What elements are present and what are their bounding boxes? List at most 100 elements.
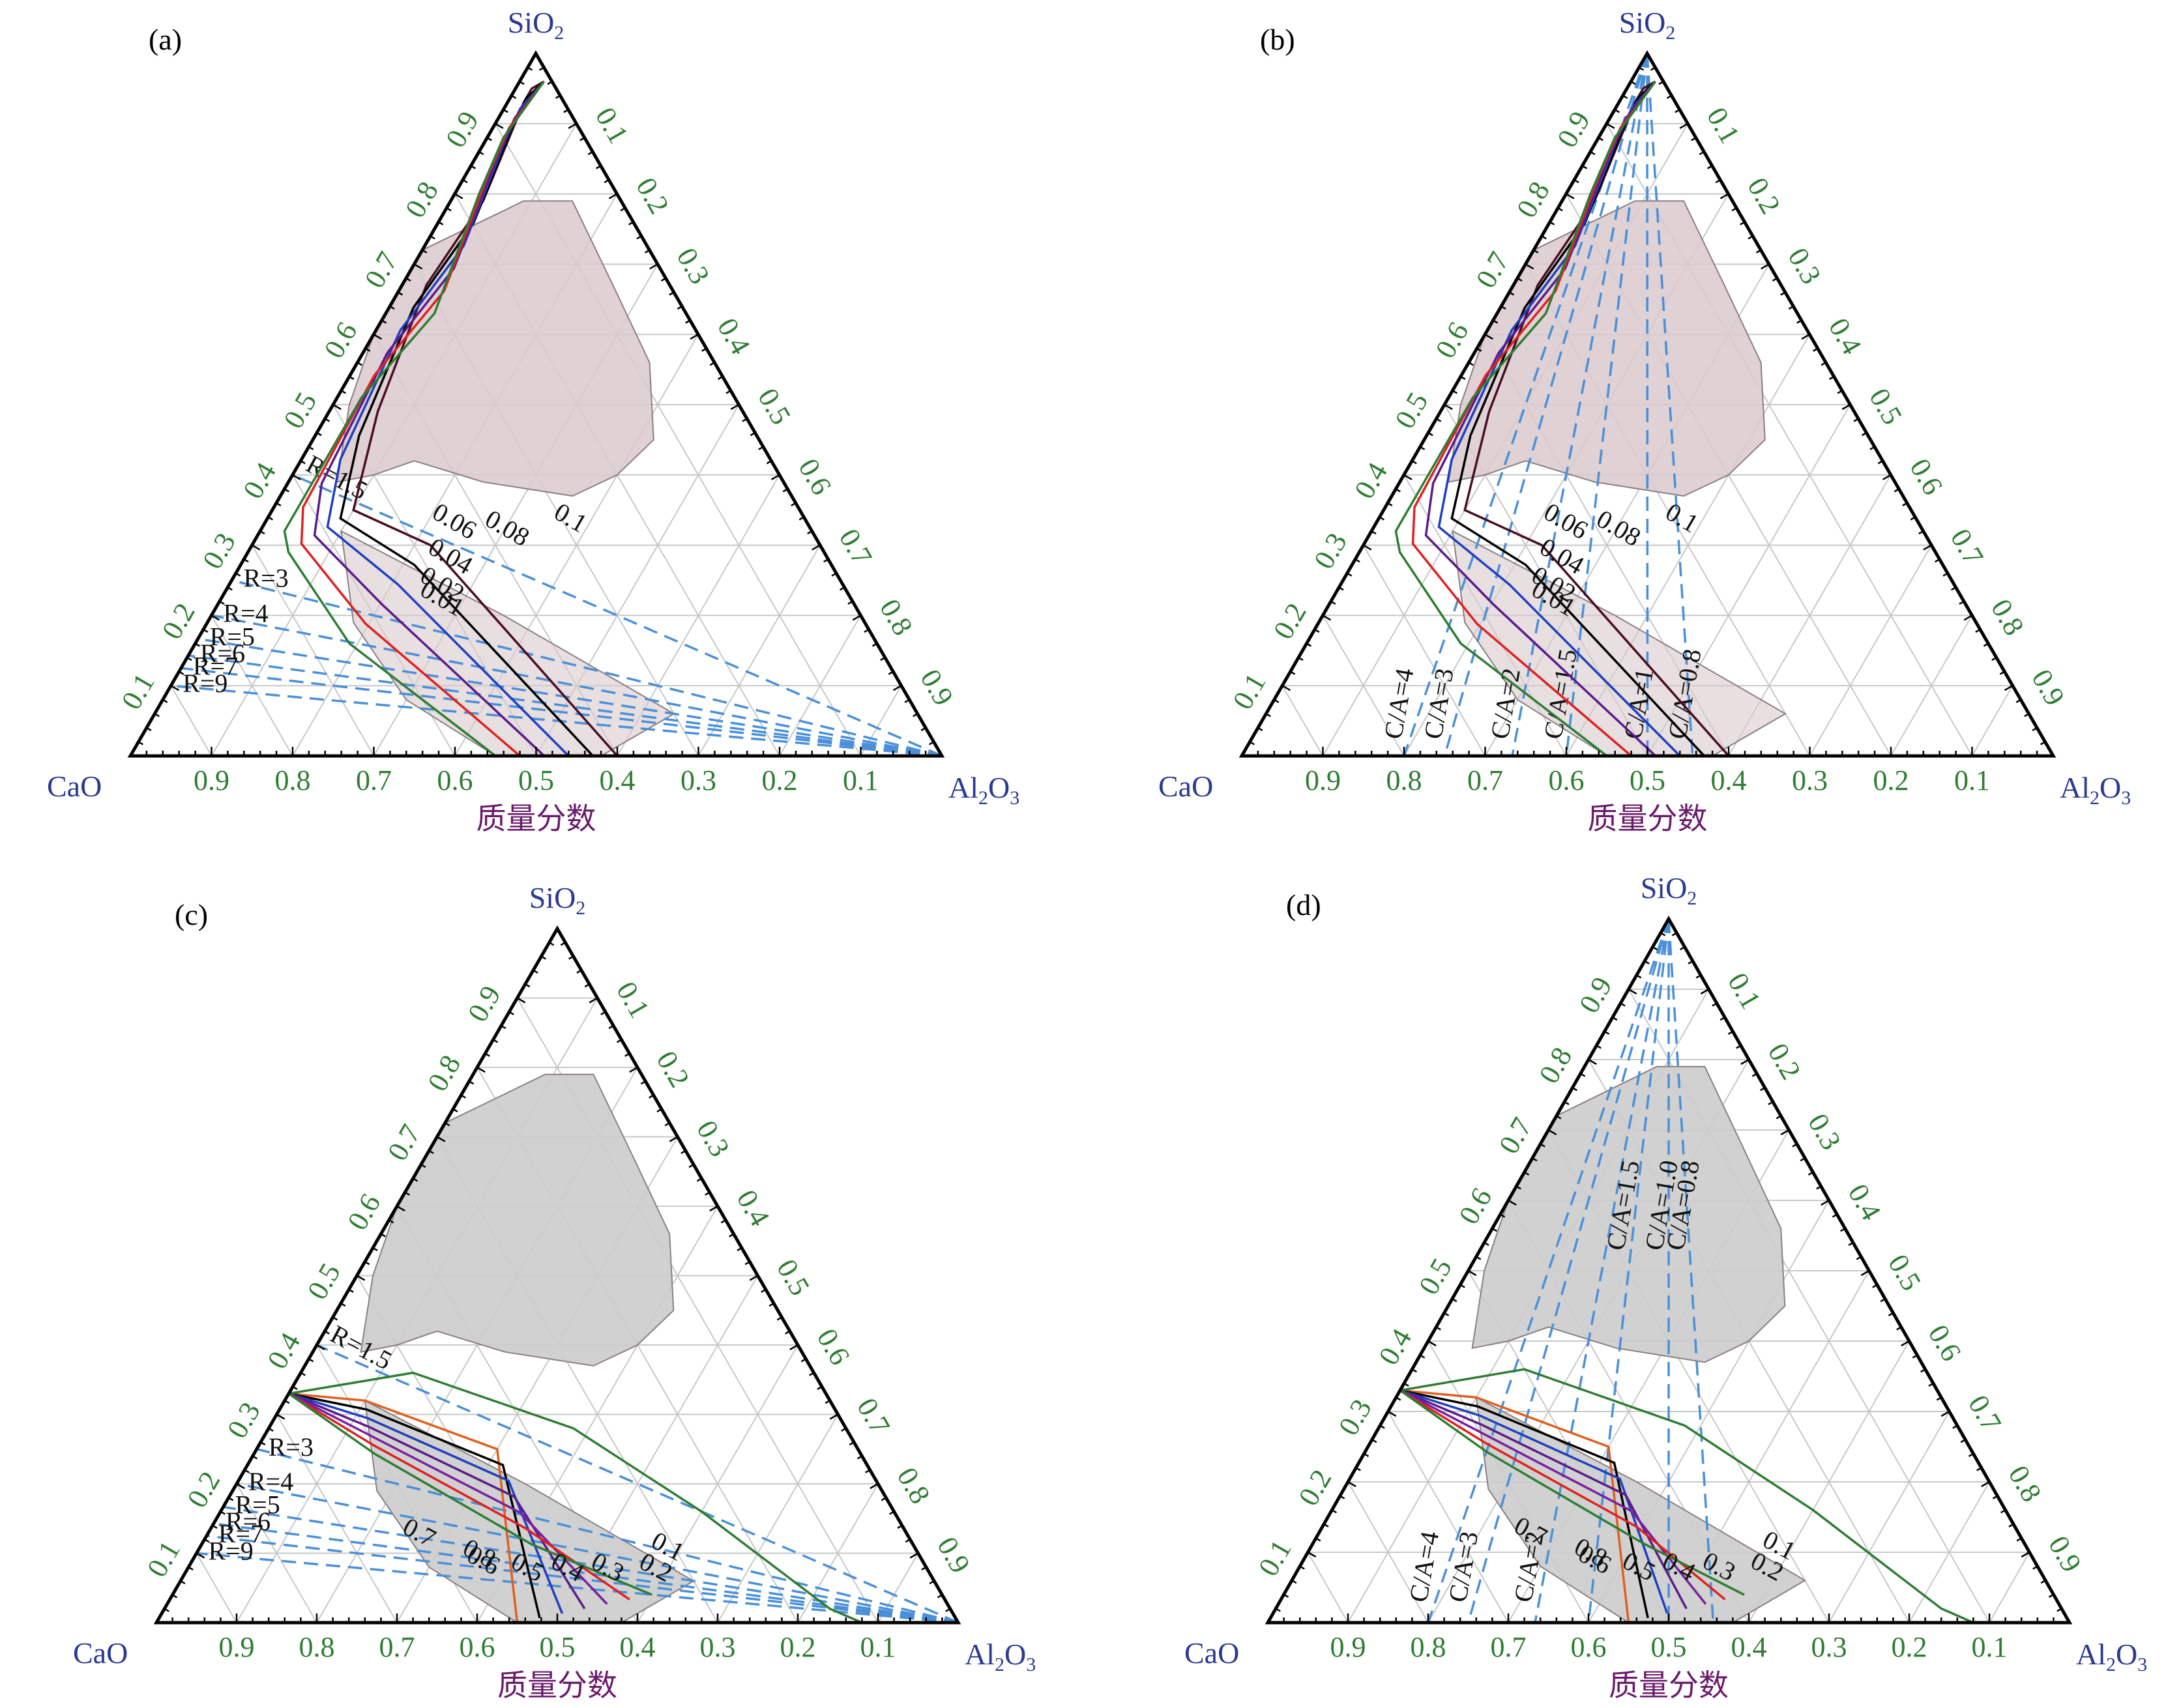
bottom-tick-label: 0.9 (1330, 1631, 1366, 1663)
tick-mark (1581, 165, 1588, 169)
right-tick-label: 0.9 (2042, 1531, 2088, 1578)
tick-mark (267, 516, 274, 521)
tick-mark (664, 1122, 670, 1127)
iso-curve (1399, 1389, 1649, 1619)
tick-mark (170, 685, 180, 691)
tick-mark (1821, 362, 1826, 366)
dashed-line-ca (1511, 53, 1648, 757)
tick-mark (1443, 1312, 1450, 1316)
right-tick-label: 0.4 (731, 1185, 776, 1232)
dashed-label-r: R=3 (244, 564, 289, 593)
tick-mark (1983, 643, 1989, 647)
dashed-line-ca (1427, 918, 1670, 1623)
tick-mark (817, 1385, 823, 1390)
tick-mark (1808, 1171, 1814, 1176)
tick-mark (1331, 1509, 1337, 1514)
tick-mark (690, 334, 699, 340)
tick-mark (1896, 1326, 1902, 1331)
tick-mark (1307, 1551, 1317, 1558)
left-tick-label: 0.5 (301, 1258, 347, 1305)
tick-mark (1816, 1185, 1822, 1190)
tick-mark (928, 741, 935, 745)
tick-mark (1658, 81, 1664, 85)
dashed-label-r: R=5 (235, 1490, 280, 1520)
tick-mark (696, 1178, 703, 1182)
tick-mark (1776, 1115, 1781, 1120)
right-tick-label: 0.3 (690, 1115, 736, 1162)
dashed-line-ca (1587, 918, 1670, 1623)
tick-mark (364, 1261, 370, 1266)
tick-mark (929, 1580, 935, 1585)
tick-mark (1395, 488, 1401, 493)
bottom-tick-label: 0.3 (1792, 764, 1828, 796)
tick-mark (1952, 1425, 1958, 1429)
tick-mark (538, 66, 545, 71)
tick-mark (742, 418, 748, 422)
curve-label: 0.1 (549, 497, 593, 538)
tick-mark (1275, 1608, 1281, 1612)
tick-mark (839, 586, 845, 591)
tick-mark (519, 81, 525, 85)
right-tick-label: 0.3 (1802, 1108, 1847, 1155)
right-tick-label: 0.2 (1762, 1038, 1808, 1085)
apex-top-main: SiO (508, 6, 555, 39)
apex-top-main: SiO (1619, 6, 1666, 39)
tick-mark (1800, 1157, 1806, 1162)
tick-mark (1828, 375, 1835, 380)
right-tick-label: 0.8 (891, 1462, 937, 1509)
dashed-line-ca (1646, 53, 1694, 757)
tick-mark (600, 1011, 606, 1015)
apex-label-sio2: SiO2 (1619, 6, 1676, 44)
tick-mark (324, 418, 330, 422)
tick-mark (1371, 1439, 1377, 1443)
tick-mark (1720, 193, 1729, 199)
tick-mark (1452, 390, 1458, 394)
iso-curve (1399, 1389, 1745, 1596)
right-tick-label: 0.1 (1701, 102, 1746, 149)
tick-mark (705, 1191, 710, 1196)
apex-right-part: Al (965, 1638, 995, 1671)
tick-mark (1299, 1565, 1305, 1570)
right-tick-label: 0.6 (1922, 1320, 1968, 1367)
tick-mark (1612, 1017, 1618, 1021)
right-tick-label: 0.6 (811, 1324, 856, 1370)
tick-mark (825, 1400, 830, 1404)
tick-mark (462, 179, 468, 184)
tick-mark (348, 1288, 354, 1293)
left-tick-label: 0.5 (277, 387, 323, 434)
iso-curve (283, 81, 545, 757)
right-tick-label: 0.8 (2002, 1460, 2048, 1507)
tick-mark (1460, 375, 1466, 380)
tick-mark (486, 137, 492, 141)
left-tick-label: 0.6 (1452, 1183, 1498, 1230)
tick-mark (420, 1164, 426, 1168)
bottom-tick-label: 0.8 (275, 764, 311, 796)
tick-mark (460, 1094, 466, 1099)
tick-mark (1362, 544, 1372, 551)
tick-mark (1999, 671, 2005, 675)
tick-mark (260, 1441, 266, 1446)
right-tick-label: 0.1 (610, 976, 656, 1023)
right-tick-label: 0.4 (711, 313, 757, 360)
tick-mark (219, 600, 225, 605)
tick-mark (568, 123, 577, 129)
right-tick-label: 0.9 (2025, 664, 2071, 711)
tick-mark (1679, 123, 1688, 129)
tick-mark (1427, 1340, 1437, 1347)
tick-mark (1894, 488, 1899, 493)
tick-mark (864, 628, 870, 633)
tick-mark (750, 432, 756, 437)
tick-mark (308, 446, 314, 450)
right-tick-label: 0.7 (1944, 523, 1990, 570)
bottom-tick-label: 0.9 (1305, 764, 1341, 796)
tick-mark (1249, 741, 1255, 745)
shaded-region-lower (364, 1399, 695, 1623)
left-tick-label: 0.9 (1573, 972, 1618, 1019)
tick-mark (563, 109, 569, 113)
tick-mark (1963, 615, 1973, 621)
tick-mark (1856, 1256, 1862, 1260)
tick-mark (252, 1455, 258, 1460)
tick-mark (620, 207, 626, 212)
tick-mark (162, 699, 168, 703)
apex-right-part: 3 (1010, 787, 1019, 809)
